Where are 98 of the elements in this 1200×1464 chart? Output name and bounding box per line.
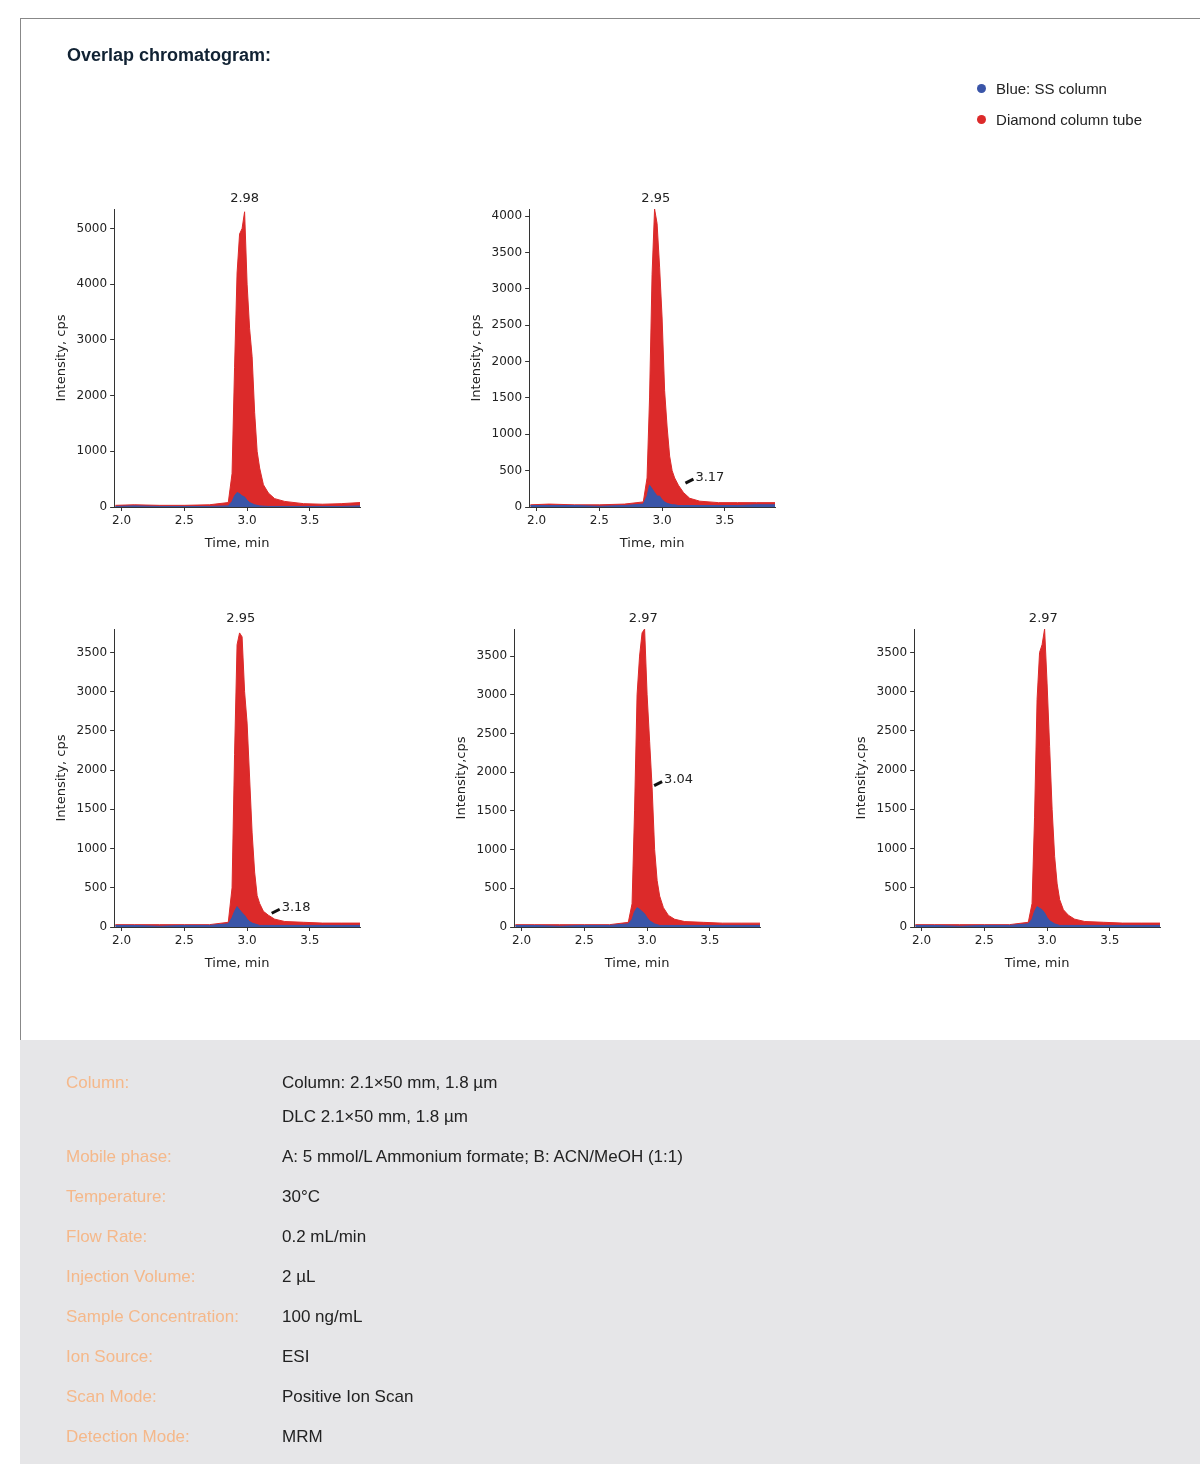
x-axis-title: Time, min: [203, 534, 270, 550]
annotation: 2.98: [230, 189, 260, 205]
y-tick-label: 500: [484, 880, 508, 895]
x-axis-title: Time, min: [618, 534, 685, 550]
y-tick-label: 0: [99, 499, 108, 514]
text: Scan Mode:: [66, 1386, 158, 1408]
text: Detection Mode:: [66, 1426, 191, 1448]
text: ESI: [282, 1346, 310, 1368]
y-tick-label: 1000: [876, 840, 908, 855]
y-tick-label: 1000: [491, 426, 523, 441]
y-tick-label: 1500: [476, 803, 508, 818]
legend-label: Diamond column tube: [996, 111, 1142, 128]
text: A: 5 mmol/L Ammonium formate; B: ACN/MeOH (1:1): [282, 1146, 683, 1168]
annotation: 3.04: [664, 771, 694, 787]
y-axis-title: Intensity,cps: [453, 736, 469, 820]
text: Flow Rate:: [66, 1226, 149, 1248]
y-axis-title: Intensity, cps: [53, 734, 69, 822]
x-tick-label: 2.5: [974, 933, 994, 948]
y-axis-title: Intensity, cps: [468, 314, 484, 402]
x-tick-label: 2.5: [174, 933, 194, 948]
y-tick-label: 1500: [76, 801, 108, 816]
x-tick-label: 2.5: [589, 513, 609, 528]
y-tick-label: 3500: [876, 644, 908, 659]
y-tick-label: 4000: [76, 276, 108, 291]
annotation: 2.95: [226, 609, 256, 625]
x-tick-label: 2.0: [112, 513, 132, 528]
y-tick-label: 3500: [476, 648, 508, 663]
y-tick-label: 1500: [491, 390, 523, 405]
y-axis-title: Intensity, cps: [53, 314, 69, 402]
x-tick-label: 3.0: [237, 513, 257, 528]
y-tick-label: 4000: [491, 208, 523, 223]
x-axis-title: Time, min: [203, 954, 270, 970]
y-axis-title: Intensity,cps: [853, 736, 869, 820]
y-tick-label: 0: [514, 499, 523, 514]
y-tick-label: 3000: [76, 332, 108, 347]
chart-title: Overlap chromatogram:: [67, 45, 272, 66]
y-tick-label: 3000: [491, 281, 523, 296]
text: Column:: [66, 1072, 131, 1094]
y-tick-label: 3000: [476, 686, 508, 701]
y-tick-label: 3000: [76, 683, 108, 698]
x-tick-label: 3.5: [1100, 933, 1120, 948]
x-axis-title: Time, min: [603, 954, 670, 970]
text: Ion Source:: [66, 1346, 154, 1368]
text: 2 µL: [282, 1266, 316, 1288]
text: Column: 2.1×50 mm, 1.8 µm DLC 2.1×50 mm, 1.8 µm: [282, 1072, 498, 1128]
x-tick-label: 3.5: [300, 513, 320, 528]
y-tick-label: 1500: [876, 801, 908, 816]
annotation: 3.18: [281, 898, 311, 914]
y-tick-label: 2500: [491, 317, 523, 332]
y-tick-label: 2000: [876, 762, 908, 777]
text: Temperature:: [66, 1186, 168, 1208]
x-tick-label: 3.5: [700, 933, 720, 948]
y-tick-label: 0: [99, 919, 108, 934]
text: MRM: [282, 1426, 323, 1448]
y-tick-label: 5000: [76, 220, 108, 235]
x-tick-label: 2.5: [574, 933, 594, 948]
text: 100 ng/mL: [282, 1306, 363, 1328]
y-tick-label: 3500: [491, 244, 523, 259]
x-tick-label: 3.0: [237, 933, 257, 948]
x-tick-label: 3.5: [715, 513, 735, 528]
annotation: 3.17: [695, 468, 725, 484]
y-tick-label: 3000: [876, 683, 908, 698]
y-tick-label: 1000: [76, 840, 108, 855]
y-tick-label: 500: [884, 879, 908, 894]
y-tick-label: 500: [84, 879, 108, 894]
x-tick-label: 3.0: [637, 933, 657, 948]
x-tick-label: 2.0: [912, 933, 932, 948]
x-axis-title: Time, min: [1003, 954, 1070, 970]
text: Injection Volume:: [66, 1266, 197, 1288]
annotation: 2.95: [641, 189, 671, 205]
text: Sample Concentration:: [66, 1306, 240, 1328]
text: Positive Ion Scan: [282, 1386, 414, 1408]
y-tick-label: 1000: [76, 443, 108, 458]
text: Mobile phase:: [66, 1146, 173, 1168]
y-tick-label: 1000: [476, 841, 508, 856]
x-tick-label: 2.5: [174, 513, 194, 528]
x-tick-label: 3.0: [652, 513, 672, 528]
x-tick-label: 3.5: [300, 933, 320, 948]
y-tick-label: 3500: [76, 644, 108, 659]
x-tick-label: 2.0: [527, 513, 547, 528]
y-tick-label: 2500: [876, 723, 908, 738]
y-tick-label: 500: [499, 462, 523, 477]
text: 30°C: [282, 1186, 320, 1208]
y-tick-label: 2500: [76, 723, 108, 738]
y-tick-label: 2000: [76, 762, 108, 777]
y-tick-label: 0: [899, 919, 908, 934]
y-tick-label: 2000: [476, 764, 508, 779]
legend-label: Blue: SS column: [996, 80, 1107, 97]
annotation: 2.97: [1028, 609, 1058, 625]
y-tick-label: 0: [499, 919, 508, 934]
x-tick-label: 2.0: [512, 933, 532, 948]
y-tick-label: 2000: [491, 353, 523, 368]
annotation: 2.97: [628, 609, 658, 625]
y-tick-label: 2500: [476, 725, 508, 740]
x-tick-label: 2.0: [112, 933, 132, 948]
y-tick-label: 2000: [76, 387, 108, 402]
text: 0.2 mL/min: [282, 1226, 367, 1248]
x-tick-label: 3.0: [1037, 933, 1057, 948]
